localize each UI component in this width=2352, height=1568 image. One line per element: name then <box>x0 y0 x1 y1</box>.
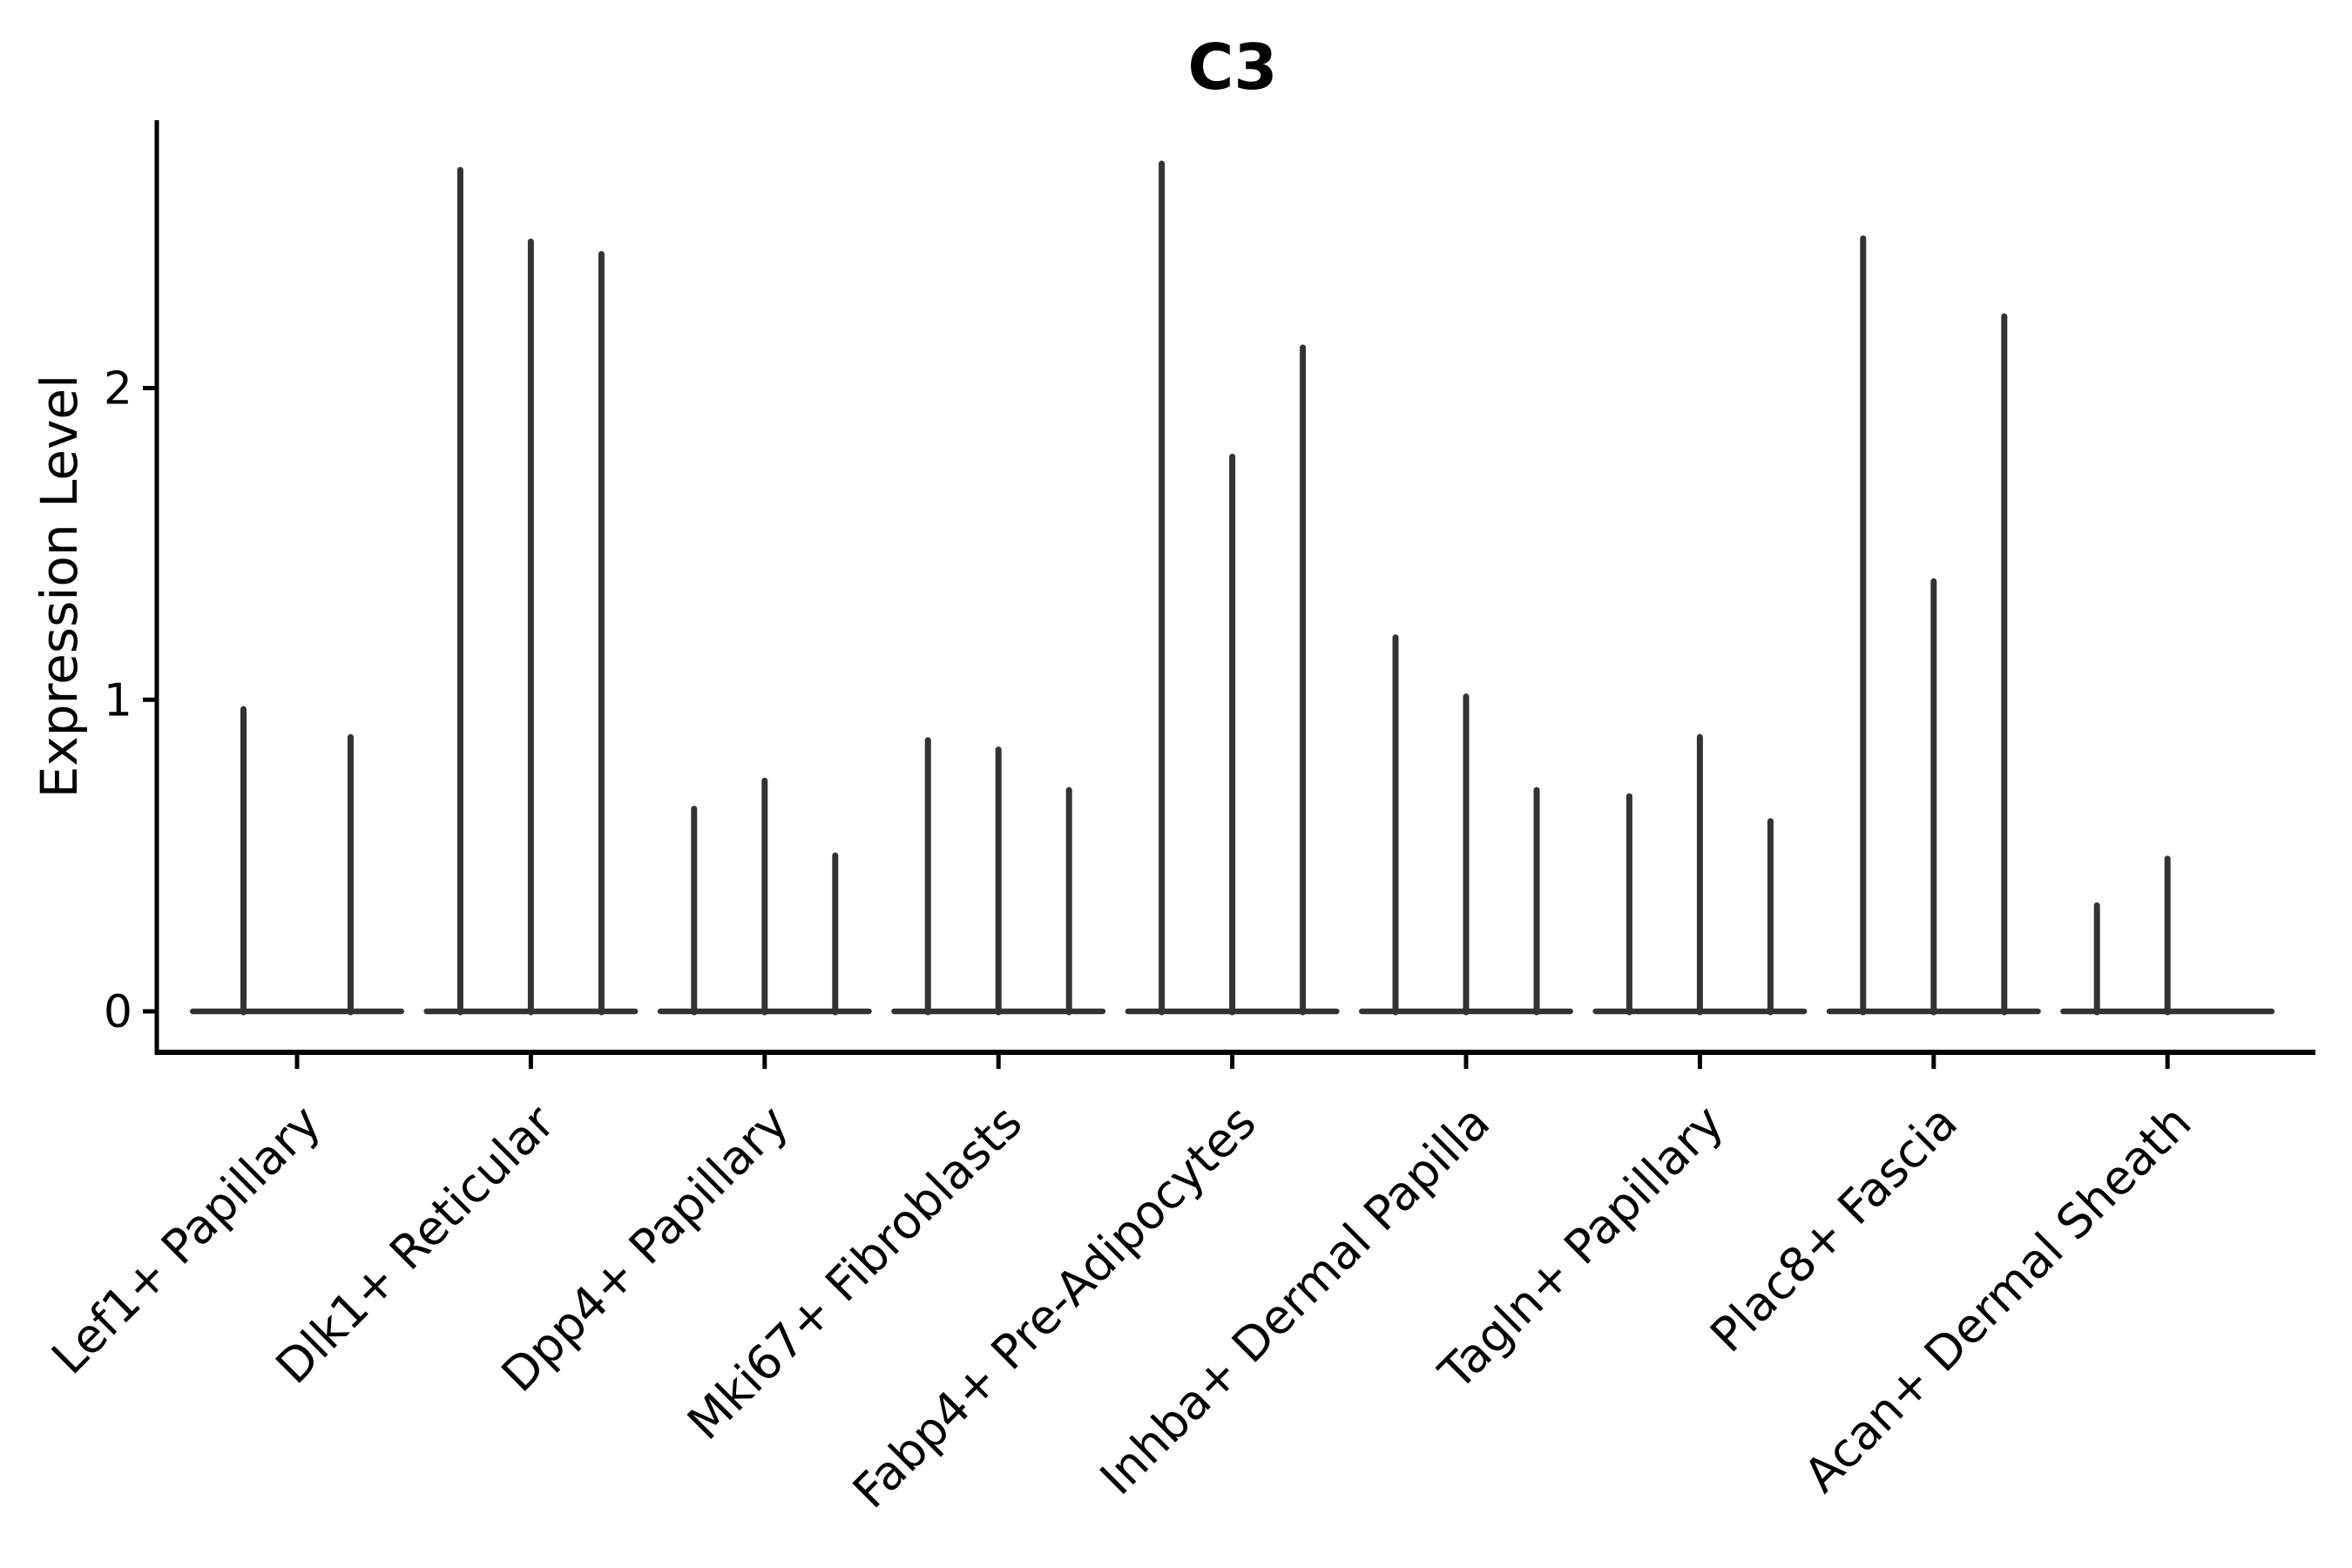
y-tick-label-1: 1 <box>104 674 132 727</box>
y-axis-label: Expression Level <box>30 375 89 798</box>
x-tick-label-acan-dermal-sheath: Acan+ Dermal Sheath <box>1794 1095 2201 1503</box>
y-tick-label-0: 0 <box>104 986 132 1038</box>
chart-shapes <box>143 120 2315 1069</box>
y-tick-label-2: 2 <box>104 363 132 416</box>
x-tick-label-fabp4-pre-adipocytes: Fabp4+ Pre-Adipocytes <box>842 1095 1267 1519</box>
chart-title: C3 <box>1188 30 1278 104</box>
violin-baseline <box>190 1008 404 1015</box>
x-tick-label-plac8-fascia: Plac8+ Fascia <box>1700 1095 1968 1363</box>
x-tick-label-inhba-dermal-papilla: Inhba+ Dermal Papilla <box>1090 1095 1500 1505</box>
